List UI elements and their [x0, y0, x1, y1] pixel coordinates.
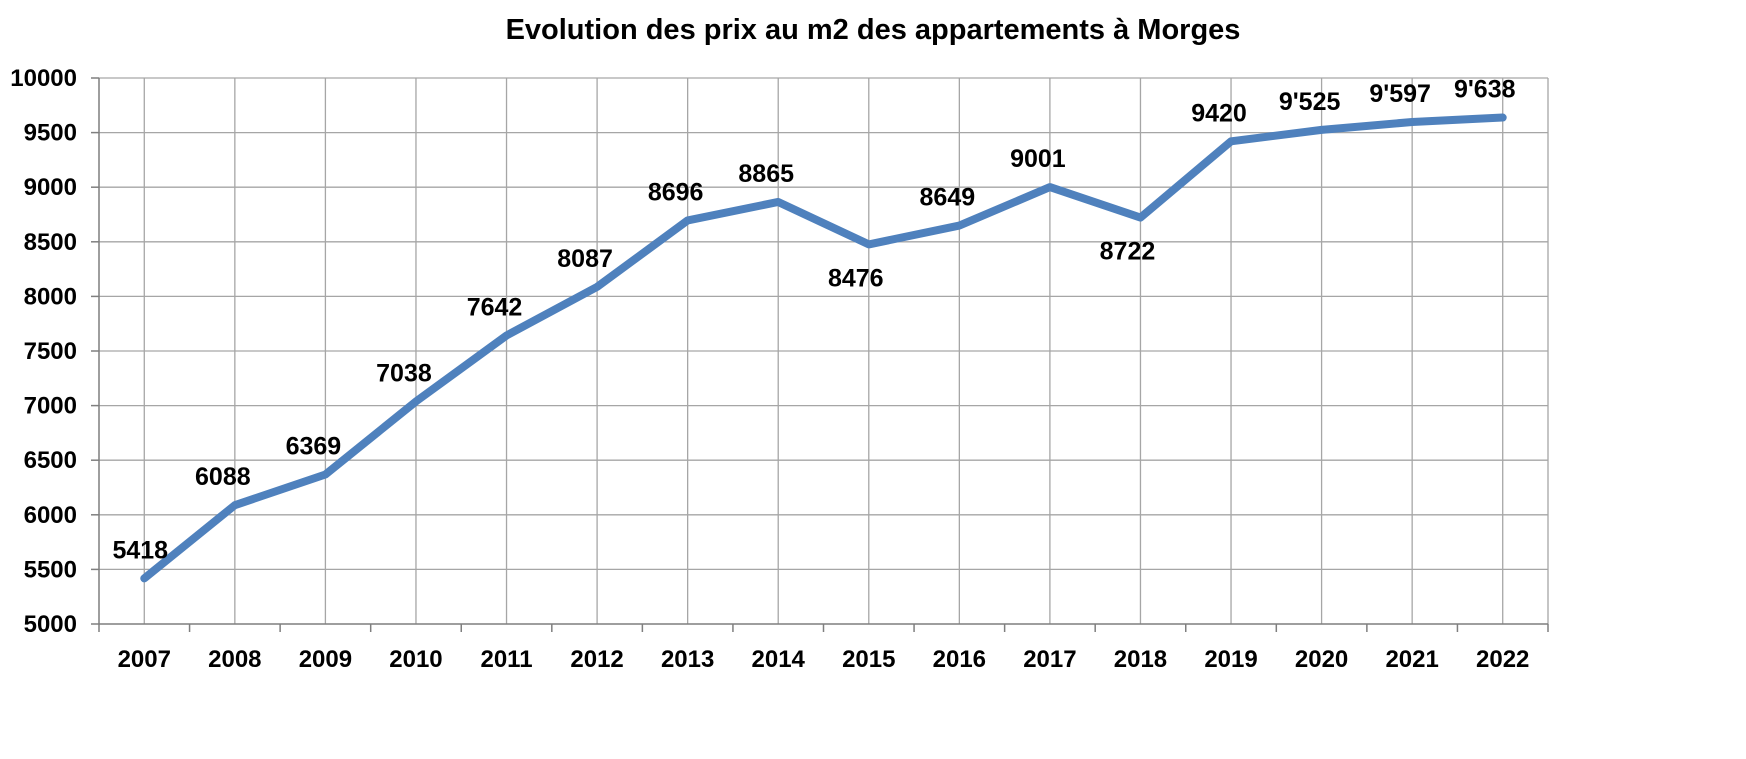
- data-label: 6369: [286, 433, 342, 461]
- x-tick-label: 2020: [1295, 646, 1348, 673]
- x-tick-label: 2021: [1385, 646, 1438, 673]
- data-label: 9001: [1010, 145, 1066, 173]
- y-tick-label: 6500: [24, 447, 77, 474]
- x-tick-label: 2016: [933, 646, 986, 673]
- series-layer: [140, 113, 1507, 583]
- data-label: 8476: [828, 264, 884, 292]
- data-label: 8087: [557, 245, 613, 273]
- y-tick-label: 9500: [24, 120, 77, 147]
- x-tick-label: 2010: [389, 646, 442, 673]
- series-line: [140, 113, 1507, 583]
- y-tick-label: 10000: [10, 65, 77, 92]
- data-label: 5418: [112, 536, 168, 564]
- x-tick-label: 2014: [752, 646, 806, 673]
- data-label-layer: 5418 6088 6369 7038 7642 8087 8696 8865 8476 8649…: [112, 76, 1515, 565]
- data-label: 9'525: [1279, 88, 1341, 116]
- x-tick-label: 2018: [1114, 646, 1167, 673]
- chart-title: Evolution des prix au m2 des appartement…: [505, 14, 1241, 46]
- data-label: 8865: [738, 160, 794, 188]
- data-label: 9420: [1191, 99, 1247, 127]
- x-tick-label: 2013: [661, 646, 714, 673]
- y-tick-label: 9000: [24, 174, 77, 201]
- y-tick-label: 5000: [24, 611, 77, 638]
- x-tick-label: 2022: [1476, 646, 1529, 673]
- x-tick-label: 2011: [480, 646, 532, 673]
- x-tick-label: 2015: [842, 646, 895, 673]
- grid-layer: [99, 77, 1549, 624]
- y-tick-label: 5500: [24, 556, 77, 583]
- data-label: 7642: [467, 293, 523, 321]
- x-tick-label: 2019: [1204, 646, 1257, 673]
- y-tick-label: 8500: [24, 229, 77, 256]
- y-tick-label: 8000: [24, 283, 77, 310]
- data-label: 6088: [195, 463, 251, 491]
- y-tick-label: 6000: [24, 502, 77, 529]
- data-label: 9'638: [1454, 76, 1516, 104]
- y-tick-label: 7500: [24, 338, 77, 365]
- data-label: 8722: [1100, 238, 1156, 266]
- axis-layer: 5000 5500 6000 6500 7000 7500 8000 8500 9000 9500…: [10, 65, 1549, 673]
- data-label: 8696: [648, 178, 704, 206]
- x-tick-label: 2009: [299, 646, 352, 673]
- y-tick-label: 7000: [24, 393, 77, 420]
- data-label: 7038: [376, 359, 432, 387]
- x-tick-label: 2017: [1023, 646, 1076, 673]
- data-label: 8649: [920, 184, 976, 212]
- data-label: 9'597: [1369, 80, 1431, 108]
- x-tick-label: 2007: [118, 646, 171, 673]
- x-tick-label: 2008: [208, 646, 261, 673]
- x-tick-label: 2012: [570, 646, 623, 673]
